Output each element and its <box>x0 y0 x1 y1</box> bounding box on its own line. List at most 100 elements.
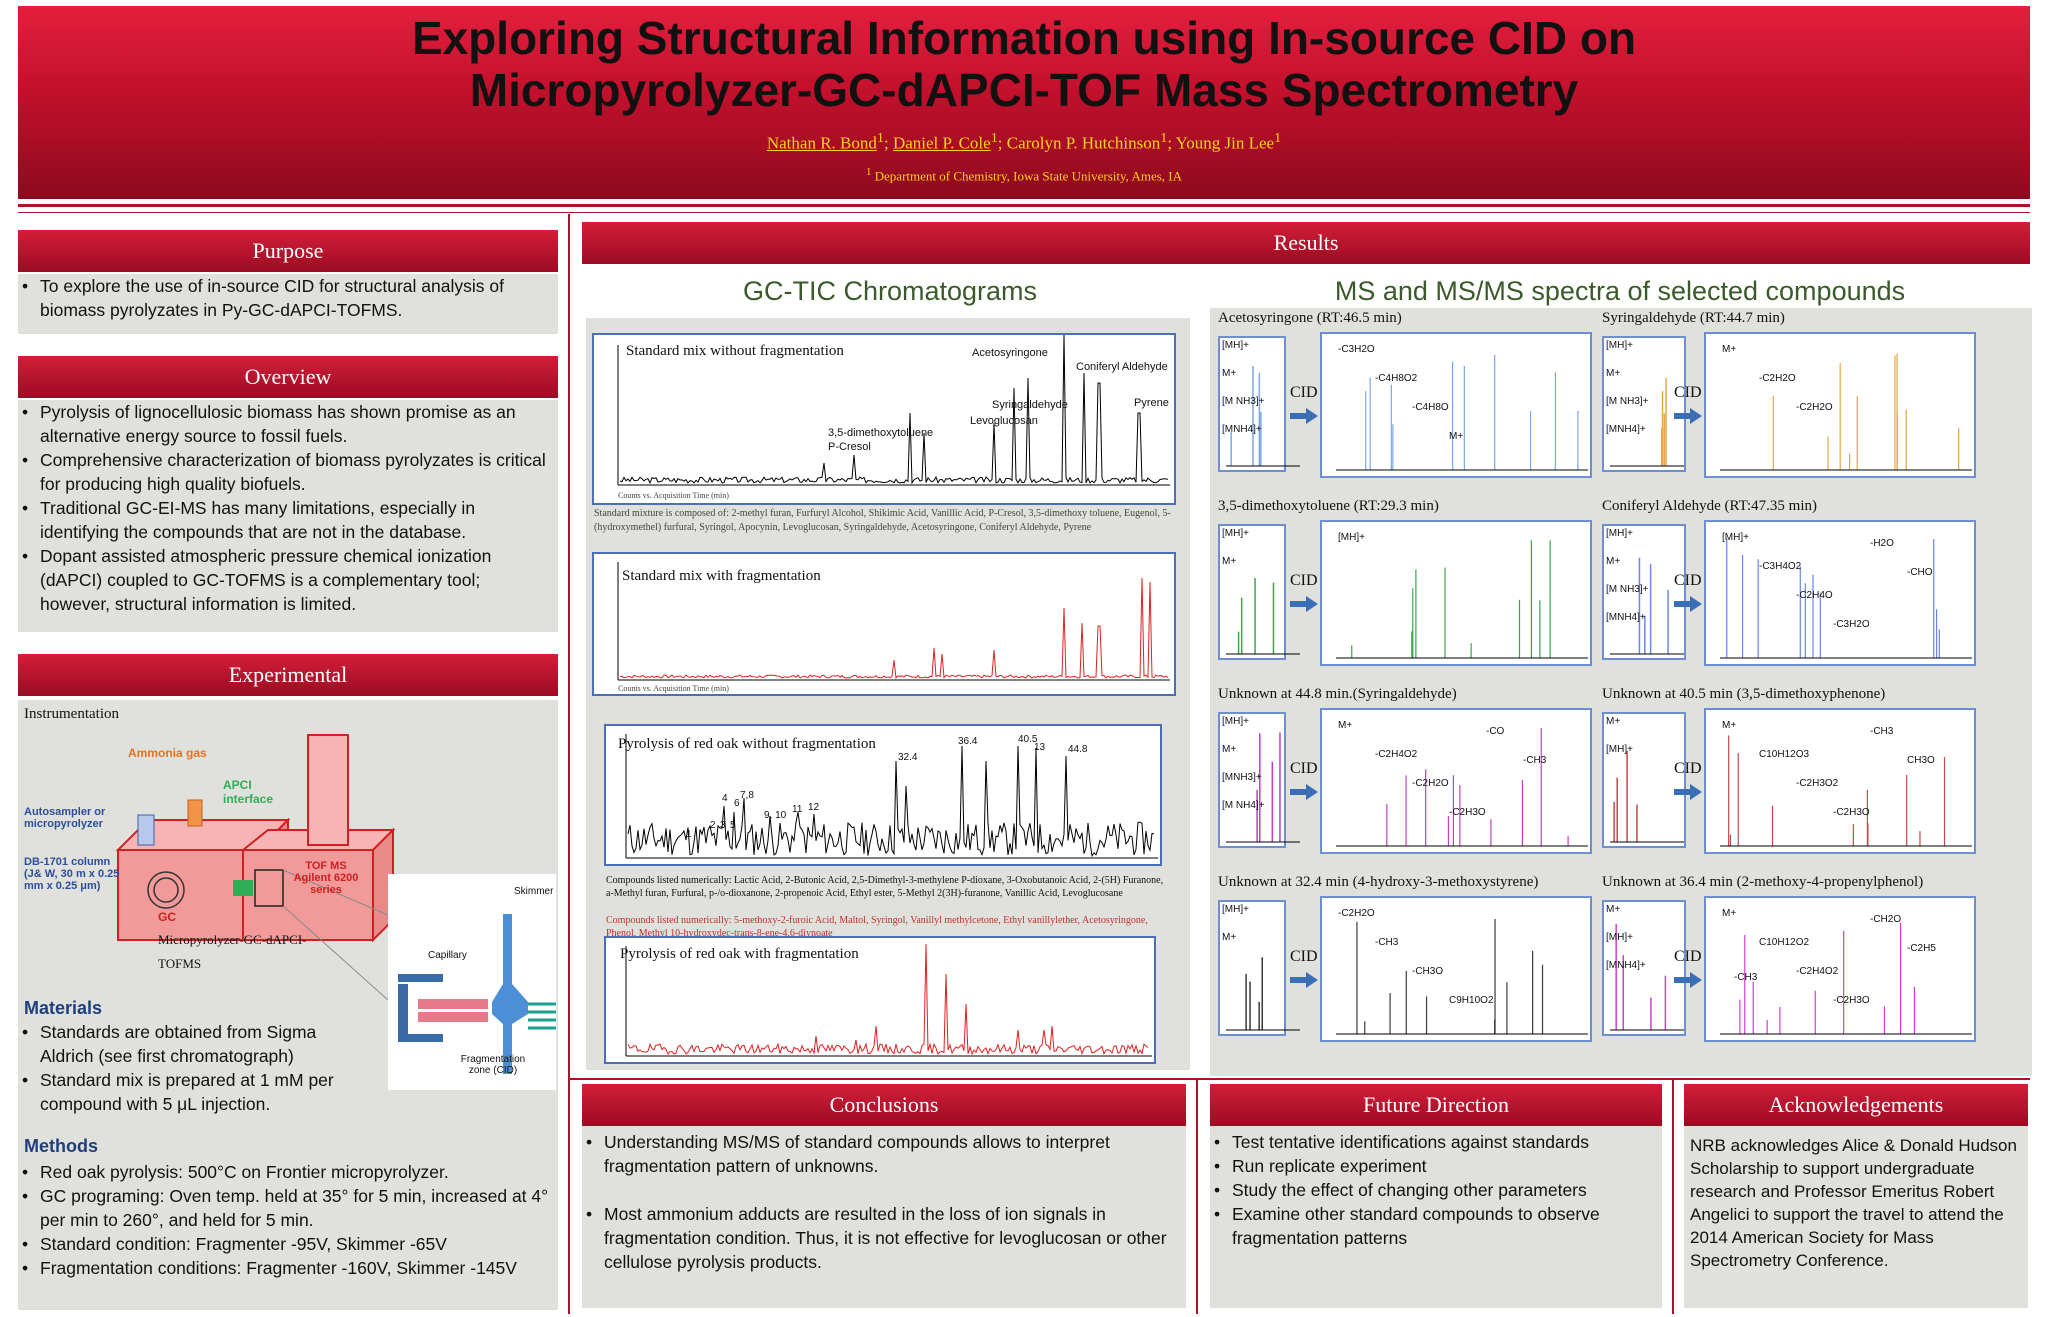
overview-list: Pyrolysis of lignocellulosic biomass has… <box>18 400 550 616</box>
author-sep: ; <box>883 133 893 153</box>
experimental-header: Experimental <box>18 654 558 696</box>
frag-zone-label: Fragmentation zone (CID) <box>460 1054 526 1076</box>
cid-label: CID <box>1674 572 1702 589</box>
ms-spectra-title: MS and MS/MS spectra of selected compoun… <box>1334 276 1906 306</box>
precursor-spectrum <box>1602 712 1686 848</box>
gc-tic-title: GC-TIC Chromatograms <box>742 276 1038 306</box>
fragment-ion-label: -H2O <box>1870 538 1894 549</box>
acknowledgements-text: NRB acknowledges Alice & Donald Hudson S… <box>1690 1136 2017 1270</box>
inset-capillary-2 <box>418 1012 488 1022</box>
divider-col-2 <box>1196 1080 1198 1314</box>
future-list: Test tentative identifications against s… <box>1210 1130 1654 1250</box>
future-item: Study the effect of changing other param… <box>1210 1178 1654 1202</box>
affiliation-sup: 1 <box>865 165 872 178</box>
fragment-spectrum <box>1704 520 1976 666</box>
conclusions-box: Understanding MS/MS of standard compound… <box>582 1126 1186 1308</box>
peak-coniferyl: Coniferyl Aldehyde <box>1076 361 1168 373</box>
source-inset-drawing <box>398 914 556 1074</box>
fragment-ion-label: -C2H5 <box>1907 943 1936 954</box>
chrom3-label: Pyrolysis of red oak without fragmentati… <box>618 736 876 752</box>
skimmer-label: Skimmer <box>514 886 554 897</box>
fragment-ion-label: C10H12O2 <box>1759 937 1810 948</box>
inset-electrode-top <box>398 974 443 982</box>
methods-item: Standard condition: Fragmenter -95V, Ski… <box>18 1232 552 1256</box>
title-line-2: Micropyrolyzer-GC-dAPCI-TOF Mass Spectro… <box>469 64 1579 116</box>
cid-label: CID <box>1674 948 1702 965</box>
oak-peak-324: 32.4 <box>898 752 918 763</box>
precursor-ion-label: [M NH3]+ <box>1222 396 1265 407</box>
methods-item: Red oak pyrolysis: 500°C on Frontier mic… <box>18 1160 552 1184</box>
peak-dimethoxytoluene: 3,5-dimethoxytoluene <box>828 427 934 439</box>
fragment-ion-label: M+ <box>1722 908 1737 919</box>
precursor-ion-label: [M NH3]+ <box>1606 396 1649 407</box>
author-1: Nathan R. Bond <box>766 133 877 153</box>
divider-col-3 <box>1672 1080 1674 1314</box>
fragment-ion-label: M+ <box>1338 720 1353 731</box>
methods-title: Methods <box>24 1136 98 1156</box>
overview-item: Pyrolysis of lignocellulosic biomass has… <box>18 400 550 448</box>
chrom1-caption: Standard mixture is composed of: 2-methy… <box>594 508 1171 533</box>
cid-zone-box <box>254 869 284 907</box>
future-box: Test tentative identifications against s… <box>1210 1126 1662 1308</box>
author-4-sup: 1 <box>1274 130 1282 146</box>
author-list: Nathan R. Bond1; Daniel P. Cole1; Caroly… <box>18 130 2030 154</box>
overview-box: Pyrolysis of lignocellulosic biomass has… <box>18 400 558 632</box>
precursor-ion-label: [MNH3]+ <box>1222 772 1262 783</box>
apci-label: APCI interface <box>223 778 274 806</box>
precursor-ion-label: M+ <box>1606 904 1621 915</box>
cid-arrow <box>1674 972 1702 988</box>
autosampler-label: Autosampler or micropyrolyzer <box>24 806 106 830</box>
oak-peak-2: 2 <box>710 820 716 831</box>
gc-column-coil-inner <box>153 877 179 903</box>
fragment-spectrum <box>1704 708 1976 854</box>
inset-electrode-left <box>398 984 408 1034</box>
gc-column-coil <box>147 871 185 909</box>
chrom1-label: Standard mix without fragmentation <box>626 343 844 359</box>
oak-peak-910: 9, 10 <box>764 810 787 821</box>
fragment-ion-label: C9H10O2 <box>1449 995 1494 1006</box>
precursor-ion-label: [MH]+ <box>1222 904 1249 915</box>
precursor-spectrum <box>1218 336 1300 472</box>
title-banner: Exploring Structural Information using I… <box>18 6 2030 199</box>
oak-peak-4: 4 <box>722 793 728 804</box>
fragment-ion-label: -C2H4O2 <box>1796 966 1839 977</box>
affiliation: 1 Department of Chemistry, Iowa State Un… <box>18 166 2030 184</box>
spectrum-title: Acetosyringone (RT:46.5 min) <box>1218 310 1402 326</box>
fragment-ion-label: -CO <box>1486 726 1505 737</box>
author-1-sup: 1 <box>876 130 884 146</box>
precursor-spectrum <box>1602 524 1686 660</box>
author-sep: ; <box>997 133 1007 153</box>
fragment-ion-label: [MH]+ <box>1338 532 1365 543</box>
cid-arrow <box>1290 784 1318 800</box>
oak-peak-5: 5 <box>730 820 736 831</box>
fragment-ion-label: -C2H3O <box>1833 995 1870 1006</box>
precursor-ion-label: [M NH3]+ <box>1606 584 1649 595</box>
oak-peak-405: 40.5 <box>1018 734 1038 745</box>
chrom2-trace <box>619 577 1169 680</box>
precursor-ion-label: [M NH4]+ <box>1222 800 1265 811</box>
materials-title: Materials <box>24 998 103 1018</box>
column-label: DB-1701 column (J& W, 30 m x 0.25 mm x 0… <box>24 856 120 892</box>
precursor-ion-label: M+ <box>1222 556 1237 567</box>
precursor-spectrum <box>1602 900 1686 1036</box>
fragment-ion-label: C10H12O3 <box>1759 749 1810 760</box>
ammonia-tank <box>187 799 203 827</box>
divider-bottom <box>570 1078 2030 1080</box>
divider-col-1 <box>568 214 570 1314</box>
precursor-ion-label: M+ <box>1222 932 1237 943</box>
materials-item: Standards are obtained from Sigma Aldric… <box>18 1020 363 1068</box>
fragment-ion-label: -C2H2O <box>1338 908 1375 919</box>
chrom1-axis-caption: Counts vs. Acquisition Time (min) <box>618 491 729 500</box>
fragment-ion-label: -C2H3O2 <box>1796 778 1839 789</box>
inset-skimmer <box>492 914 528 1074</box>
fragment-ion-label: -CH3 <box>1734 972 1758 983</box>
precursor-ion-label: [MNH4]+ <box>1606 612 1646 623</box>
chromatogram-standard-svg <box>617 335 1170 486</box>
fragment-spectrum <box>1320 708 1592 854</box>
methods-list: Red oak pyrolysis: 500°C on Frontier mic… <box>18 1160 558 1280</box>
fragment-spectrum <box>1320 332 1592 478</box>
precursor-ion-label: M+ <box>1222 368 1237 379</box>
purpose-header: Purpose <box>18 230 558 272</box>
fragment-ion-label: -C2H2O <box>1412 778 1449 789</box>
tof-flight-tube <box>307 734 349 846</box>
